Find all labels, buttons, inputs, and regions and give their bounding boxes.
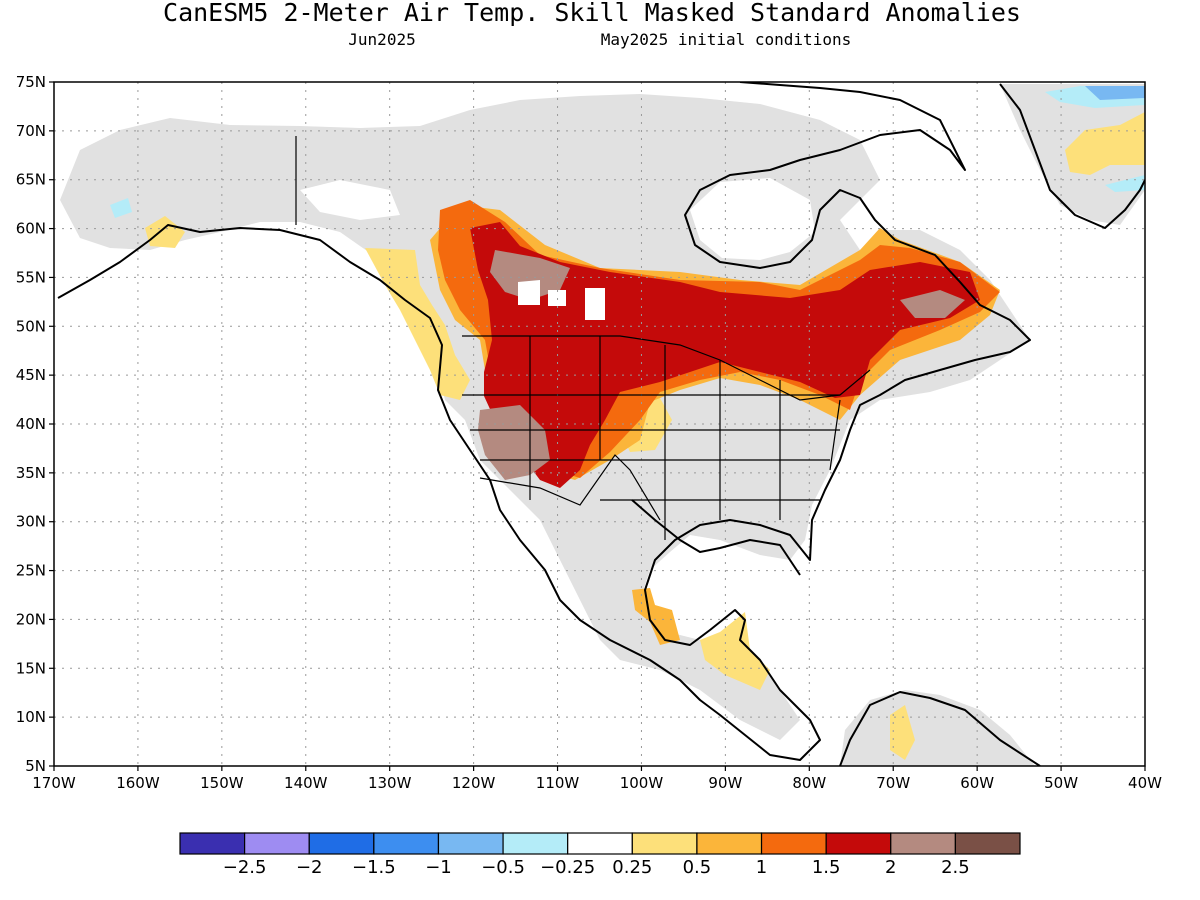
lat-tick-label: 75N	[16, 73, 46, 91]
lat-tick-label: 20N	[16, 610, 46, 628]
latitude-axis: 5N 10N 15N 20N 25N 30N 35N 40N 45N 50N 55N 60N 65N 70…	[16, 73, 54, 775]
cool-alaska	[110, 198, 132, 218]
warm-yellow-central-america	[700, 612, 770, 690]
lat-tick-label: 50N	[16, 317, 46, 335]
colorbar-swatch	[825, 832, 892, 855]
colorbar-swatch	[502, 832, 569, 855]
lat-tick-label: 30N	[16, 513, 46, 531]
lon-tick-label: 100W	[620, 774, 664, 792]
initial-conditions: May2025 initial conditions	[601, 30, 851, 49]
colorbar-label: 0.25	[612, 857, 652, 878]
lon-tick-label: 110W	[536, 774, 580, 792]
lon-tick-label: 60W	[960, 774, 994, 792]
lon-tick-label: 40W	[1128, 774, 1162, 792]
warm-greenland	[1065, 112, 1145, 175]
warm-yellow-west	[365, 248, 470, 400]
colorbar-label: 0.5	[683, 857, 712, 878]
colorbar-swatch	[890, 832, 956, 855]
colorbar-swatch	[567, 832, 633, 855]
colorbar: −2.5 −2 −1.5 −1 −0.5 −0.25 0.25 0.5 1 1.5 2 2.5	[179, 832, 1021, 878]
colorbar-label: 2	[885, 857, 896, 878]
cool-greenland-blue	[1085, 86, 1145, 100]
political-borders	[295, 136, 871, 540]
coastlines	[57, 82, 1145, 766]
lon-tick-label: 50W	[1044, 774, 1078, 792]
colorbar-label: 2.5	[941, 857, 970, 878]
colorbar-swatch	[244, 832, 310, 855]
white-gap-2	[548, 290, 566, 306]
colorbar-swatch	[437, 832, 504, 855]
warm-brown-quebec	[900, 290, 965, 318]
forecast-month: Jun2025	[348, 30, 415, 49]
lat-tick-label: 65N	[16, 171, 46, 189]
colorbar-label: −2.5	[223, 857, 267, 878]
lat-tick-label: 15N	[16, 659, 46, 677]
lon-tick-label: 170W	[32, 774, 76, 792]
lat-tick-label: 40N	[16, 415, 46, 433]
lat-tick-label: 45N	[16, 366, 46, 384]
colorbar-swatch	[179, 832, 246, 855]
colorbar-label: −1.5	[352, 857, 396, 878]
colorbar-label: −0.5	[481, 857, 525, 878]
white-gap-3	[585, 288, 605, 320]
lat-tick-label: 10N	[16, 708, 46, 726]
border-states-2	[462, 394, 840, 501]
colorbar-label: 1	[756, 857, 767, 878]
skill-mask-hudson-hole	[690, 178, 815, 260]
lon-tick-label: 120W	[452, 774, 496, 792]
colorbar-label: 1.5	[812, 857, 841, 878]
lon-tick-label: 70W	[876, 774, 910, 792]
colorbar-swatch	[631, 832, 698, 855]
colorbar-swatch	[760, 832, 827, 855]
coast-gulf	[631, 499, 801, 576]
lat-tick-label: 25N	[16, 562, 46, 580]
lat-tick-label: 55N	[16, 268, 46, 286]
colorbar-label: −0.25	[540, 857, 595, 878]
white-area-alaska	[300, 180, 400, 220]
warm-yellow-south-america	[890, 705, 915, 760]
colorbar-swatch	[954, 832, 1021, 855]
lon-tick-label: 80W	[792, 774, 826, 792]
anomaly-field	[60, 84, 1145, 766]
border-states-1	[529, 336, 841, 540]
border-us-canada	[462, 335, 871, 401]
white-gap-1	[518, 280, 540, 305]
skill-mask-south-america	[840, 690, 1035, 766]
warm-brown-north	[490, 250, 570, 300]
lon-tick-label: 90W	[708, 774, 742, 792]
lat-tick-label: 35N	[16, 464, 46, 482]
lon-tick-label: 130W	[368, 774, 412, 792]
coast-greenland	[999, 83, 1145, 229]
warm-yellow-alaska	[145, 216, 185, 248]
colorbar-swatch	[308, 832, 375, 855]
lon-tick-label: 150W	[200, 774, 244, 792]
coast-north-america	[57, 82, 1031, 761]
lat-tick-label: 70N	[16, 122, 46, 140]
figure-title: CanESM5 2-Meter Air Temp. Skill Masked S…	[163, 0, 1021, 27]
colorbar-swatch	[696, 832, 763, 855]
lon-tick-label: 160W	[116, 774, 160, 792]
warm-orange-mexico	[632, 588, 680, 645]
colorbar-label: −2	[296, 857, 323, 878]
colorbar-swatch	[373, 832, 440, 855]
lat-tick-label: 5N	[25, 757, 46, 775]
longitude-axis: 170W 160W 150W 140W 130W 120W 110W 100W 90W 80W 70…	[32, 766, 1162, 792]
coast-south-america	[839, 691, 1041, 766]
lat-tick-label: 60N	[16, 220, 46, 238]
colorbar-label: −1	[425, 857, 452, 878]
lon-tick-label: 140W	[284, 774, 328, 792]
